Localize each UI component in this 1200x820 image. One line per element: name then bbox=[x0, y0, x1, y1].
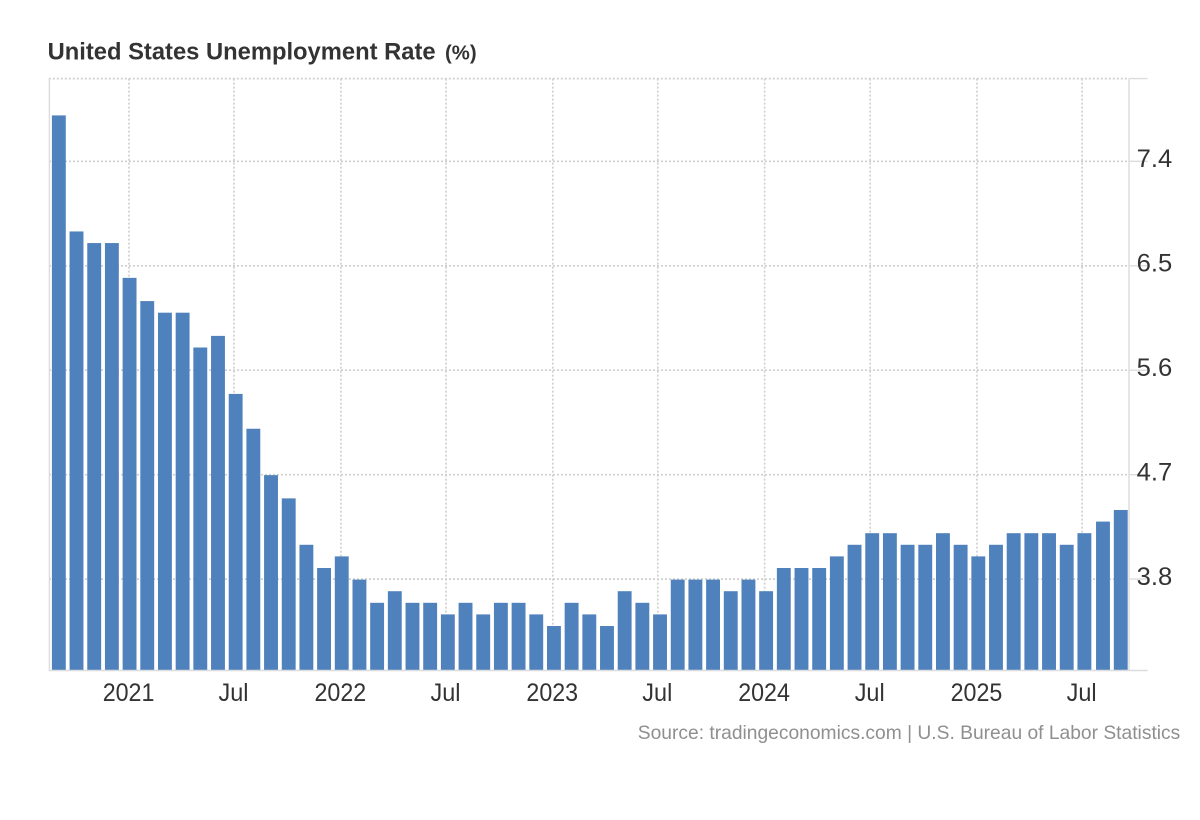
svg-text:Jul: Jul bbox=[431, 680, 461, 707]
svg-text:2024: 2024 bbox=[738, 680, 790, 707]
svg-text:2025: 2025 bbox=[951, 680, 1003, 707]
svg-text:2023: 2023 bbox=[526, 680, 578, 707]
svg-text:Jul: Jul bbox=[1067, 680, 1097, 707]
svg-text:Source: tradingeconomics.com |: Source: tradingeconomics.com | U.S. Bure… bbox=[638, 722, 1181, 744]
svg-text:3.8: 3.8 bbox=[1137, 563, 1173, 591]
svg-text:Jul: Jul bbox=[219, 680, 249, 707]
svg-text:Jul: Jul bbox=[642, 680, 672, 707]
svg-text:7.4: 7.4 bbox=[1137, 145, 1173, 173]
svg-text:(%): (%) bbox=[445, 42, 477, 65]
svg-text:2021: 2021 bbox=[103, 680, 155, 707]
svg-text:United States Unemployment Rat: United States Unemployment Rate bbox=[48, 39, 436, 66]
svg-text:Jul: Jul bbox=[855, 680, 885, 707]
svg-text:5.6: 5.6 bbox=[1137, 354, 1173, 382]
svg-text:2022: 2022 bbox=[315, 680, 367, 707]
svg-text:4.7: 4.7 bbox=[1137, 459, 1173, 487]
svg-text:6.5: 6.5 bbox=[1137, 250, 1173, 278]
